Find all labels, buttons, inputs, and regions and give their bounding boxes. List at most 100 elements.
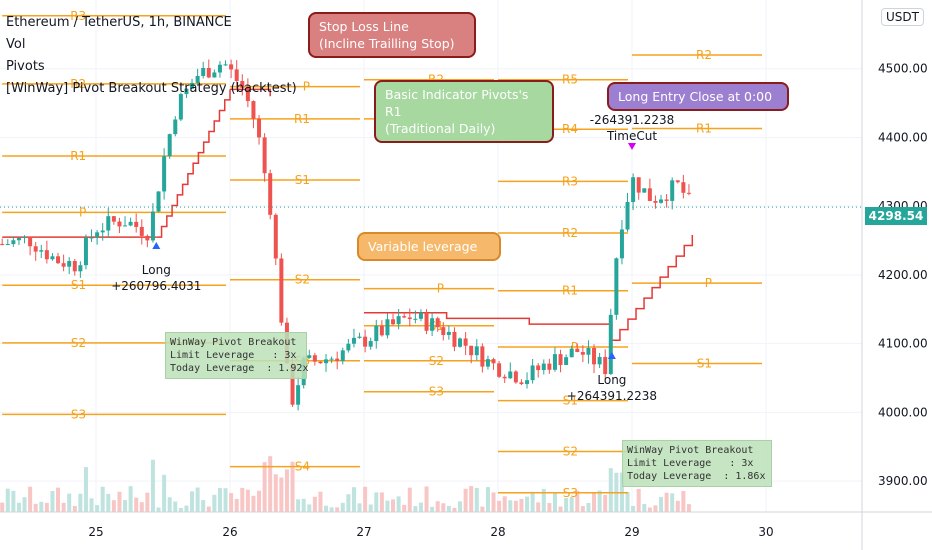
legend-symbol[interactable]: Ethereum / TetherUS, 1h, BINANCE: [6, 15, 232, 30]
volume-bar: [318, 491, 323, 512]
pivot-label-p: P: [571, 340, 578, 354]
volume-bar: [72, 506, 77, 512]
volume-bar: [245, 489, 250, 512]
candle-body: [664, 199, 669, 201]
candle-body: [346, 343, 351, 351]
candle-body: [67, 261, 72, 267]
candle-body: [307, 355, 312, 358]
volume-bar: [229, 493, 234, 512]
pivot-label-r3: R3: [562, 174, 578, 188]
candle-body: [318, 361, 323, 364]
volume-bar: [340, 502, 345, 512]
info-box-today: Today Leverage : 1.86x: [627, 471, 766, 482]
volume-bar: [547, 503, 552, 512]
volume-bar: [16, 502, 21, 512]
candle-body: [33, 246, 38, 252]
volume-bar: [111, 500, 116, 512]
pivot-label-s1: S1: [295, 173, 310, 187]
volume-bar: [564, 498, 569, 512]
pivot-label-p: P: [79, 205, 86, 219]
trade-label: Long: [597, 373, 626, 387]
volume-bar: [357, 503, 362, 512]
legend-strategy[interactable]: [WinWay] Pivot Breakout Strategy (backte…: [6, 81, 297, 96]
candle-body: [11, 240, 16, 245]
candle-body: [145, 235, 150, 241]
candle-body: [257, 118, 262, 138]
candle-body: [391, 319, 396, 325]
volume-bar: [262, 462, 267, 512]
volume-bar: [268, 456, 273, 512]
candle-body: [234, 69, 239, 81]
legend-volume[interactable]: Vol: [6, 37, 26, 52]
volume-bar: [519, 498, 524, 512]
pivot-label-s3: S3: [429, 385, 444, 399]
callout-leverage-line1: Variable leverage: [368, 239, 478, 254]
candle-body: [335, 358, 340, 362]
y-tick-label: 4100.00: [878, 337, 928, 351]
volume-bar: [324, 505, 329, 512]
volume-bar: [508, 500, 513, 512]
candle-body: [642, 188, 647, 193]
candle-body: [279, 258, 284, 323]
candle-body: [385, 319, 390, 336]
y-tick-label: 3900.00: [878, 474, 928, 488]
candle-body: [536, 365, 541, 371]
candle-body: [368, 341, 373, 347]
candle-body: [647, 188, 652, 201]
candle-body: [491, 359, 496, 364]
pivot-label-p: P: [303, 80, 310, 94]
candle-body: [379, 325, 384, 336]
pivot-label-s4: S4: [295, 460, 310, 474]
volume-bar: [463, 488, 468, 512]
pivot-label-s1: S1: [71, 278, 86, 292]
pivot-label-s2: S2: [429, 354, 444, 368]
volume-bar: [413, 506, 418, 512]
volume-bar: [513, 500, 518, 512]
volume-bar: [5, 488, 10, 512]
volume-bar: [675, 500, 680, 512]
volume-bar: [28, 486, 33, 512]
candle-body: [402, 316, 407, 318]
volume-bar: [452, 507, 457, 512]
currency-button[interactable]: USDT: [881, 8, 924, 26]
volume-bar: [56, 487, 61, 512]
x-tick-label: 27: [356, 525, 371, 539]
stop-line-flat-3: [364, 311, 613, 330]
legend-pivots[interactable]: Pivots: [6, 59, 45, 74]
candle-body: [480, 346, 485, 367]
volume-bar: [670, 493, 675, 512]
volume-bar: [67, 493, 72, 512]
volume-bar: [178, 507, 183, 512]
volume-bar: [156, 507, 161, 512]
candle-body: [446, 331, 451, 335]
candle-body: [22, 236, 27, 238]
volume-bar: [44, 502, 49, 512]
pivot-label-s2: S2: [71, 336, 86, 350]
volume-bar: [312, 496, 317, 512]
volume-bar: [458, 501, 463, 512]
volume-bar: [469, 486, 474, 512]
volume-bar: [284, 469, 289, 512]
callout-pivot-line2: (Traditional Daily): [385, 121, 496, 136]
candle-body: [100, 230, 105, 233]
volume-bar: [162, 474, 167, 512]
candle-body: [139, 226, 144, 236]
candle-body: [273, 214, 278, 259]
pivot-label-p: P: [705, 276, 712, 290]
exit-arrow-icon: [628, 143, 636, 150]
volume-bar: [190, 491, 195, 512]
volume-bar: [117, 491, 122, 512]
candle-body: [502, 376, 507, 379]
volume-bar: [167, 497, 172, 512]
candle-body: [497, 363, 502, 377]
candle-body: [530, 365, 535, 381]
volume-bar: [569, 497, 574, 512]
candle-body: [564, 357, 569, 366]
volume-bar: [106, 493, 111, 512]
candle-body: [229, 64, 234, 70]
candle-body: [312, 355, 317, 362]
pivot-label-s2: S2: [295, 273, 310, 287]
pivot-label-r1: R1: [562, 284, 578, 298]
candle-body: [290, 363, 295, 405]
